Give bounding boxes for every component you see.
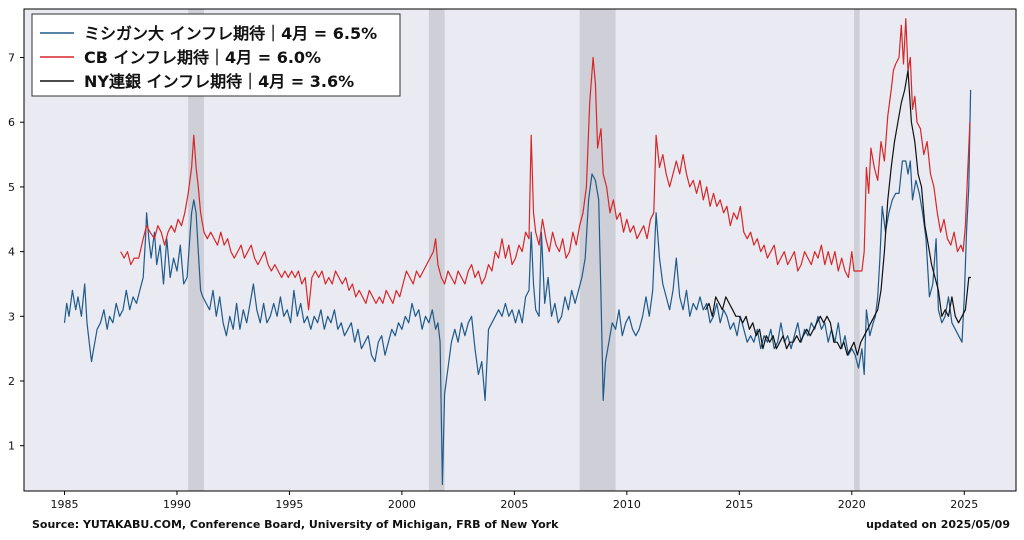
legend: ミシガン大 インフレ期待｜4月 = 6.5% CB インフレ期待｜4月 = 6.0… — [31, 13, 401, 97]
x-tick-label: 2000 — [388, 498, 416, 511]
x-tick-label: 1995 — [275, 498, 303, 511]
y-tick-label: 1 — [8, 440, 15, 453]
y-tick-label: 6 — [8, 116, 15, 129]
x-axis: 1985 1990 1995 2000 2005 2010 2015 2020 2025 — [50, 491, 978, 511]
x-tick-label: 2015 — [725, 498, 753, 511]
series-line-0 — [63, 89, 972, 486]
legend-label-0: ミシガン大 インフレ期待｜4月 = 6.5% — [84, 24, 377, 43]
x-tick-label: 2020 — [838, 498, 866, 511]
y-tick-label: 3 — [8, 310, 15, 323]
recession-band-2 — [579, 9, 616, 491]
legend-label-1: CB インフレ期待｜4月 = 6.0% — [84, 48, 321, 67]
source-text: Source: YUTAKABU.COM, Conference Board, … — [32, 518, 559, 531]
recession-band-3 — [854, 9, 860, 491]
x-tick-label: 1985 — [50, 498, 78, 511]
y-tick-label: 5 — [8, 181, 15, 194]
series-line-2 — [705, 69, 971, 356]
y-tick-label: 7 — [8, 52, 15, 65]
y-tick-label: 4 — [8, 246, 15, 259]
x-tick-label: 2010 — [613, 498, 641, 511]
series-line-1 — [120, 18, 971, 311]
recession-band-0 — [188, 9, 204, 491]
x-tick-label: 1990 — [163, 498, 191, 511]
updated-date: updated on 2025/05/09 — [866, 518, 1010, 531]
y-tick-label: 2 — [8, 375, 15, 388]
x-tick-label: 2025 — [950, 498, 978, 511]
y-axis: 1 2 3 4 5 6 7 — [8, 52, 24, 453]
x-tick-label: 2005 — [500, 498, 528, 511]
series-lines — [63, 18, 972, 486]
legend-label-2: NY連銀 インフレ期待｜4月 = 3.6% — [84, 72, 354, 91]
legend-box — [31, 13, 401, 97]
